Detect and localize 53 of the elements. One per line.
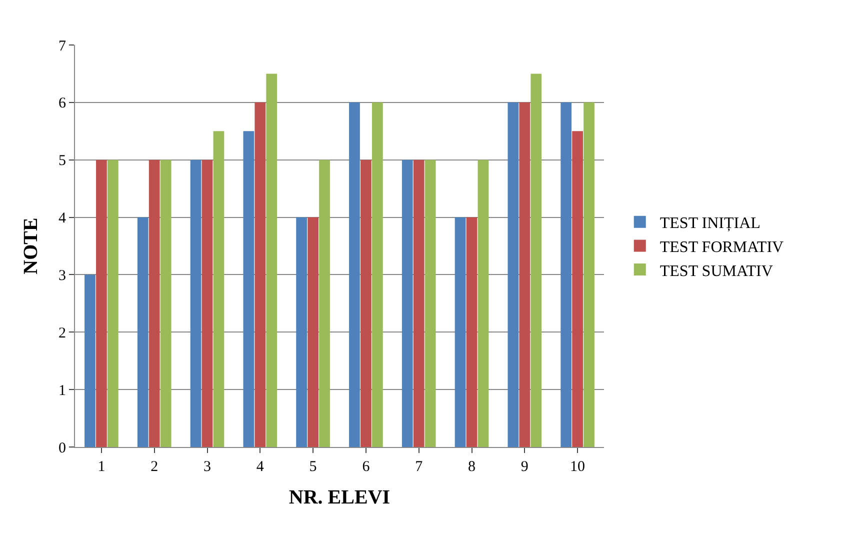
y-tick-label: 3: [58, 268, 66, 284]
legend-label: TEST SUMATIV: [660, 262, 774, 280]
x-tick-label: 4: [256, 459, 264, 475]
bar: [466, 217, 478, 447]
bar: [243, 131, 254, 447]
bar: [296, 217, 308, 447]
y-tick-label: 5: [58, 153, 66, 170]
bar: [160, 160, 172, 447]
x-axis-title: NR. ELEVI: [288, 486, 390, 508]
bar: [372, 102, 383, 447]
legend-label: TEST INIȚIAL: [660, 215, 760, 232]
x-tick-label: 7: [415, 459, 424, 475]
y-tick-label: 6: [58, 96, 66, 112]
y-tick-label: 4: [58, 210, 66, 227]
y-tick-label: 7: [58, 38, 66, 54]
bar: [424, 160, 436, 447]
bar: [213, 131, 224, 447]
bar: [584, 102, 594, 447]
bar: [266, 74, 278, 447]
bar: [560, 102, 572, 447]
bar: [402, 160, 413, 447]
x-tick-label: 6: [362, 459, 370, 475]
x-tick-label: 3: [204, 459, 211, 475]
x-tick-label: 1: [98, 459, 106, 475]
bar: [519, 102, 530, 447]
bar: [202, 160, 213, 447]
x-tick-label: 9: [520, 459, 528, 475]
bar: [254, 102, 266, 447]
bar: [572, 131, 583, 447]
x-tick-label: 5: [309, 459, 317, 475]
bar: [137, 217, 148, 447]
x-tick-label: 10: [570, 459, 586, 475]
y-tick-label: 2: [58, 325, 66, 342]
bar: [360, 160, 372, 447]
bar: [96, 160, 107, 447]
bar: [308, 217, 318, 447]
bar: [349, 102, 360, 447]
bar: [454, 217, 466, 447]
bar: [530, 74, 542, 447]
x-tick-label: 2: [150, 459, 158, 475]
bar: [148, 160, 160, 447]
bar: [478, 160, 489, 447]
legend-label: TEST FORMATIV: [660, 238, 784, 256]
bar: [84, 274, 96, 447]
bar: [107, 160, 118, 447]
bar: [190, 160, 202, 447]
bar: [319, 160, 330, 447]
x-tick-label: 8: [468, 459, 476, 475]
bar: [413, 160, 424, 447]
bar: [508, 102, 519, 447]
y-tick-label: 0: [58, 440, 66, 456]
y-tick-label: 1: [58, 382, 66, 399]
y-axis-title: NOTE: [20, 218, 42, 274]
